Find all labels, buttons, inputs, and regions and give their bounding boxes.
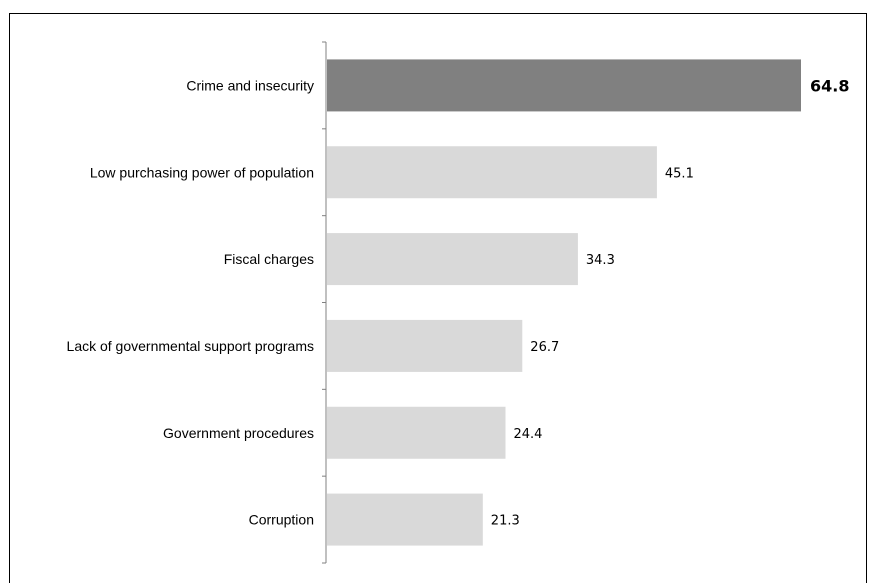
bar-2 [327,233,578,286]
bar-0 [327,59,801,112]
bar-chart: Crime and insecurity 64.8 Low purchasing p… [67,41,850,564]
value-label-2: 34.3 [586,253,615,268]
chart-frame [9,13,867,583]
bar-1 [327,146,657,199]
bar-3 [327,319,523,372]
bars-layer [327,59,801,546]
category-label-5: Corruption [249,512,314,528]
value-label-0: 64.8 [810,76,849,95]
category-label-0: Crime and insecurity [186,77,314,93]
bar-5 [327,493,483,546]
value-label-4: 24.4 [513,427,542,442]
category-label-3: Lack of governmental support programs [67,338,314,354]
labels-layer: Crime and insecurity 64.8 Low purchasing p… [67,76,850,528]
category-label-4: Government procedures [163,425,314,441]
value-label-1: 45.1 [665,166,694,181]
value-label-3: 26.7 [530,340,559,355]
category-label-1: Low purchasing power of population [90,164,314,180]
category-axis [322,41,327,564]
bar-4 [327,406,506,459]
category-label-2: Fiscal charges [224,251,314,267]
value-label-5: 21.3 [491,514,520,529]
